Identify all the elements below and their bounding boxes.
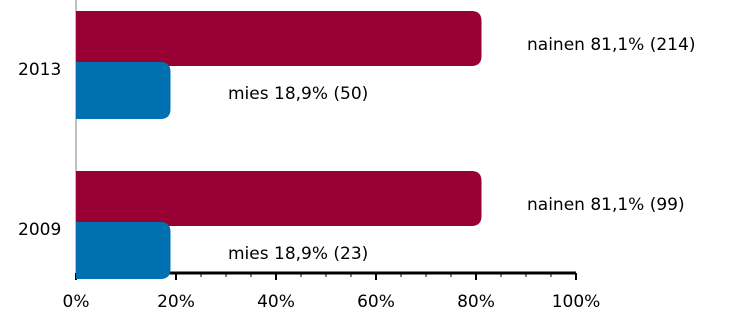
category-label-2009: 2009 [18, 220, 61, 240]
x-tick-label: 40% [257, 292, 295, 312]
data-label-mies-2013: mies 18,9% (50) [228, 84, 368, 104]
x-axis-ticks: 0% 20% 40% 60% 80% 100% [63, 273, 601, 312]
bar-mies-2009 [76, 222, 171, 279]
data-label-nainen-2013: nainen 81,1% (214) [527, 35, 695, 55]
x-tick-label: 80% [457, 292, 495, 312]
bar-mies-2013 [76, 62, 171, 119]
x-tick-label: 20% [157, 292, 195, 312]
category-label-2013: 2013 [18, 60, 61, 80]
x-tick-label: 60% [357, 292, 395, 312]
bar-nainen-2009 [76, 171, 482, 226]
data-label-mies-2009: mies 18,9% (23) [228, 244, 368, 264]
x-tick-label: 100% [552, 292, 601, 312]
x-tick-label: 0% [63, 292, 90, 312]
labels-group: nainen 81,1% (214) mies 18,9% (50) 2013 nai… [18, 35, 695, 264]
bars-group [76, 11, 482, 279]
data-label-nainen-2009: nainen 81,1% (99) [527, 195, 685, 215]
bar-nainen-2013 [76, 11, 482, 66]
